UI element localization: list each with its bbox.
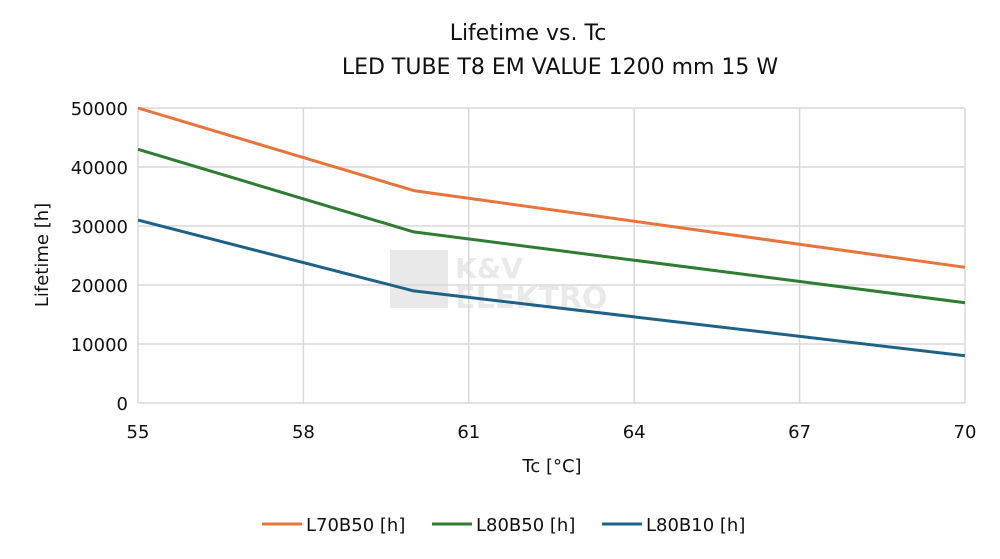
y-tick-label: 10000 <box>71 335 128 356</box>
x-tick-label: 67 <box>788 422 811 443</box>
x-tick-label: 64 <box>623 422 646 443</box>
x-tick-label: 58 <box>292 422 315 443</box>
series-line-l80b50 <box>137 147 966 305</box>
y-tick-label: 20000 <box>71 276 128 297</box>
watermark: K&V ELEKTRO <box>390 250 607 316</box>
legend-label: L80B50 [h] <box>476 515 575 536</box>
y-tick-label: 0 <box>117 394 128 415</box>
y-tick-label: 50000 <box>71 99 128 120</box>
y-tick-label: 30000 <box>71 217 128 238</box>
x-axis-label: Tc [°C] <box>521 456 581 477</box>
y-tick-label: 40000 <box>71 158 128 179</box>
y-axis-label: Lifetime [h] <box>32 203 53 307</box>
series-line-l70b50 <box>137 106 966 269</box>
legend-label: L70B50 [h] <box>306 515 405 536</box>
legend-label: L80B10 [h] <box>646 515 745 536</box>
chart-subtitle: LED TUBE T8 EM VALUE 1200 mm 15 W <box>342 55 779 80</box>
watermark-text: K&V <box>455 252 523 285</box>
x-tick-label: 55 <box>127 422 150 443</box>
series-line-l80b10 <box>137 218 966 358</box>
x-tick-label: 61 <box>457 422 480 443</box>
chart-title: Lifetime vs. Tc <box>450 21 607 46</box>
x-tick-label: 70 <box>954 422 977 443</box>
